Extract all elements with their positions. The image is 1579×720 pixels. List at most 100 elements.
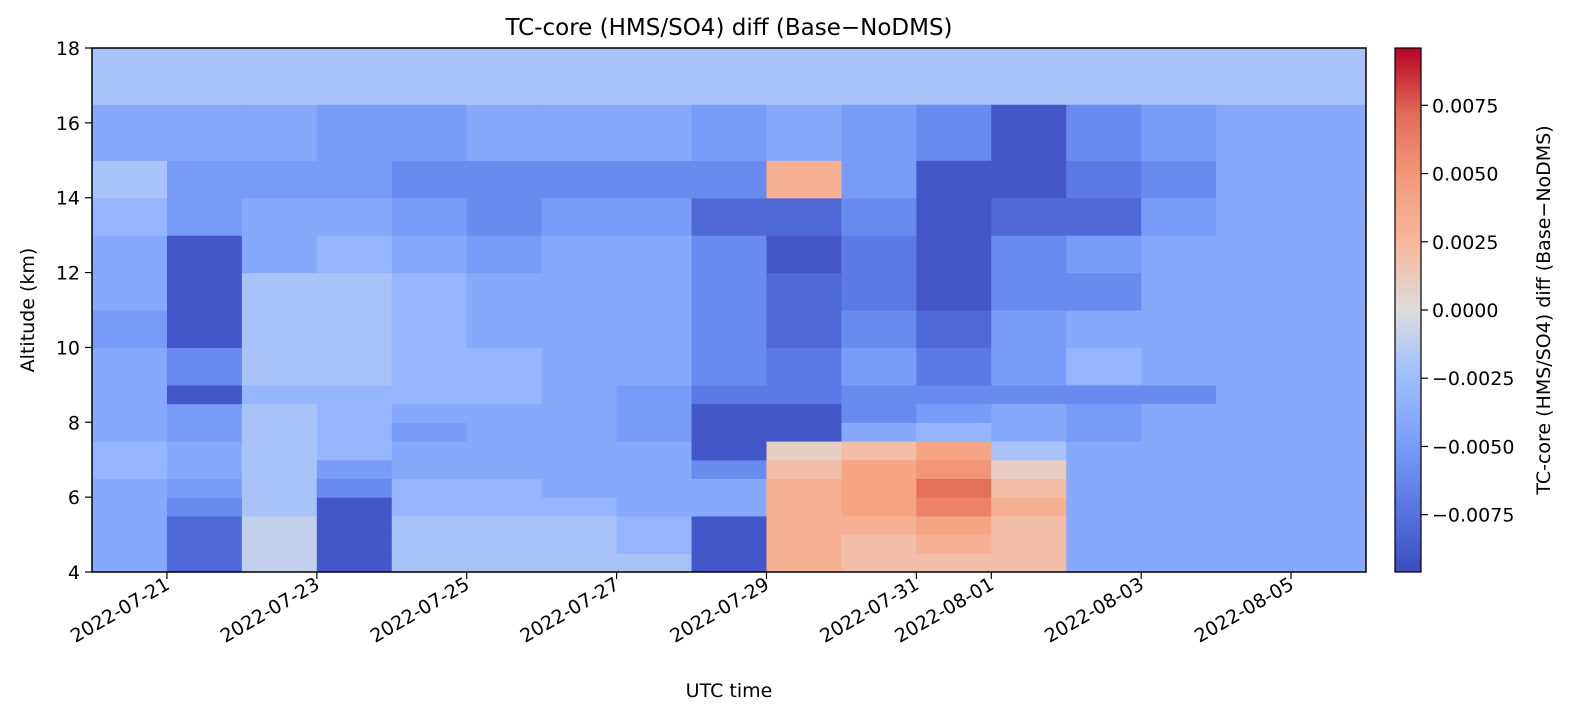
- heatmap-cell: [316, 235, 393, 274]
- heatmap-cell: [766, 553, 843, 572]
- heatmap-cell: [991, 459, 1067, 480]
- heatmap-cell: [1216, 553, 1292, 572]
- heatmap-cell: [1141, 197, 1217, 236]
- heatmap-cell: [316, 441, 393, 461]
- heatmap-cell: [316, 104, 393, 161]
- heatmap-cell: [691, 459, 768, 480]
- heatmap-cell: [916, 459, 992, 480]
- heatmap-cell: [1141, 497, 1217, 517]
- heatmap-cell: [466, 48, 543, 105]
- heatmap-cell: [92, 422, 168, 442]
- x-tick-label: 2022-07-25: [367, 573, 474, 647]
- y-tick-label: 6: [68, 487, 80, 509]
- heatmap-cell: [1216, 515, 1292, 536]
- heatmap-cell: [1141, 384, 1217, 405]
- colorbar-axis: −0.0075 −0.0050 −0.0025 0.0000 0.0025 0.0050 0…: [1421, 95, 1514, 527]
- heatmap-cell: [691, 553, 768, 572]
- y-tick-label: 18: [56, 38, 80, 60]
- y-axis: 4 6 8 10 12 14 16 18: [56, 38, 92, 584]
- x-tick-label: 2022-07-23: [217, 573, 324, 647]
- heatmap-cell: [616, 235, 693, 274]
- heatmap-cell: [1291, 441, 1366, 461]
- heatmap-cell: [241, 235, 318, 274]
- heatmap-cell: [691, 104, 768, 161]
- heatmap-cell: [1141, 459, 1217, 480]
- plot-frame: [91, 47, 1367, 573]
- heatmap-cell: [466, 553, 543, 572]
- heatmap-cell: [391, 48, 468, 105]
- heatmap-cell: [92, 553, 168, 572]
- heatmap-cell: [92, 160, 168, 199]
- heatmap-cell: [166, 384, 243, 405]
- heatmap-cell: [466, 478, 543, 498]
- heatmap-cell: [466, 310, 543, 349]
- heatmap-cell: [241, 441, 318, 461]
- heatmap-cell: [991, 478, 1067, 498]
- y-tick-label: 10: [56, 337, 80, 359]
- y-tick-label: 8: [68, 412, 80, 434]
- heatmap-cell: [241, 48, 318, 105]
- heatmap-cell: [841, 478, 917, 498]
- x-tick-label: 2022-07-21: [67, 573, 174, 647]
- heatmap-cell: [1141, 160, 1217, 199]
- heatmap-cell: [616, 272, 693, 311]
- heatmap-cell: [691, 272, 768, 311]
- heatmap-cell: [1141, 272, 1217, 311]
- heatmap-cell: [766, 48, 843, 105]
- heatmap-cell: [1216, 534, 1292, 554]
- heatmap-cell: [1066, 403, 1142, 423]
- heatmap-cell: [92, 534, 168, 554]
- x-tick-label: 2022-07-27: [516, 573, 623, 647]
- heatmap-cell: [1291, 160, 1366, 199]
- heatmap-cell: [1066, 160, 1142, 199]
- heatmap-cell: [166, 403, 243, 423]
- heatmap-cell: [1066, 235, 1142, 274]
- heatmap-cell: [166, 553, 243, 572]
- heatmap-cell: [1291, 48, 1366, 105]
- heatmap-cell: [916, 272, 992, 311]
- heatmap-cell: [766, 534, 843, 554]
- heatmap-cell: [991, 48, 1067, 105]
- heatmap-cell: [1066, 272, 1142, 311]
- heatmap-cell: [1141, 347, 1217, 386]
- heatmap-cell: [841, 197, 917, 236]
- heatmap-cell: [616, 384, 693, 405]
- heatmap-cell: [391, 384, 468, 405]
- heatmap-cell: [1291, 104, 1366, 161]
- heatmap-cell: [541, 478, 618, 498]
- heatmap-cell: [991, 347, 1067, 386]
- heatmap-cell: [166, 272, 243, 311]
- heatmap-cell: [1291, 403, 1366, 423]
- heatmap-cell: [916, 197, 992, 236]
- heatmap-cell: [1216, 235, 1292, 274]
- heatmap-cell: [541, 441, 618, 461]
- heatmap-cell: [691, 441, 768, 461]
- heatmap-cell: [92, 272, 168, 311]
- heatmap-cell: [241, 384, 318, 405]
- heatmap-cell: [391, 441, 468, 461]
- heatmap-cell: [316, 160, 393, 199]
- heatmap-cell: [991, 197, 1067, 236]
- heatmap-cell: [241, 478, 318, 498]
- heatmap-cell: [241, 310, 318, 349]
- heatmap-cell: [616, 104, 693, 161]
- heatmap-cell: [1291, 197, 1366, 236]
- heatmap-cell: [541, 272, 618, 311]
- heatmap-cell: [1216, 197, 1292, 236]
- colorbar-tick-label: 0.0000: [1432, 300, 1498, 322]
- heatmap-cell: [1066, 497, 1142, 517]
- heatmap-cell: [841, 515, 917, 536]
- heatmap-cell: [1141, 553, 1217, 572]
- heatmap-cell: [466, 459, 543, 480]
- heatmap-cell: [541, 422, 618, 442]
- heatmap-cell: [1291, 384, 1366, 405]
- heatmap-cell: [92, 441, 168, 461]
- heatmap-cell: [541, 497, 618, 517]
- x-tick-label: 2022-07-29: [666, 573, 773, 647]
- heatmap-cell: [916, 515, 992, 536]
- heatmap-cell: [1291, 553, 1366, 572]
- heatmap-cell: [766, 197, 843, 236]
- heatmap-cell: [1066, 534, 1142, 554]
- heatmap-cell: [92, 48, 168, 105]
- heatmap-cell: [1216, 310, 1292, 349]
